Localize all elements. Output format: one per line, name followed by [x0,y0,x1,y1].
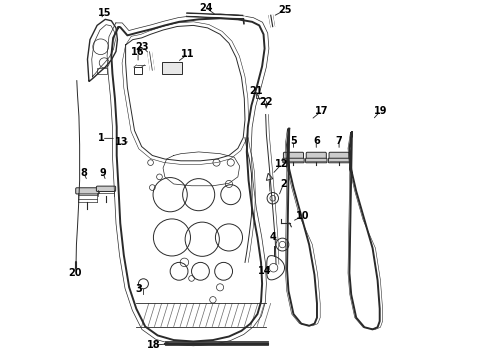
Text: 15: 15 [98,8,111,18]
Text: 11: 11 [181,49,195,59]
FancyBboxPatch shape [283,158,304,163]
Text: 1: 1 [98,133,105,143]
FancyBboxPatch shape [306,152,326,161]
Text: 10: 10 [296,211,310,221]
FancyBboxPatch shape [306,158,327,163]
Text: 18: 18 [147,340,161,350]
FancyBboxPatch shape [283,152,303,161]
Text: 19: 19 [374,106,387,116]
Text: 5: 5 [290,136,297,146]
Text: 16: 16 [131,47,145,57]
Text: 17: 17 [315,106,328,116]
Text: 14: 14 [258,266,272,276]
Text: 22: 22 [259,97,272,107]
Text: 6: 6 [313,136,319,146]
Text: 25: 25 [278,5,292,15]
Text: 23: 23 [136,42,149,52]
Text: 8: 8 [80,168,87,178]
Text: 13: 13 [115,137,129,147]
FancyBboxPatch shape [76,188,99,194]
Text: 21: 21 [249,86,263,96]
FancyBboxPatch shape [329,152,349,161]
Text: 3: 3 [135,284,142,294]
Text: 12: 12 [274,159,288,170]
Text: 7: 7 [336,136,343,146]
FancyBboxPatch shape [162,62,182,73]
FancyBboxPatch shape [97,186,116,192]
Text: 9: 9 [100,168,106,178]
Text: 2: 2 [280,179,287,189]
FancyBboxPatch shape [328,158,350,163]
Text: 24: 24 [199,3,213,13]
Text: 20: 20 [68,268,81,278]
Text: 4: 4 [270,233,276,242]
